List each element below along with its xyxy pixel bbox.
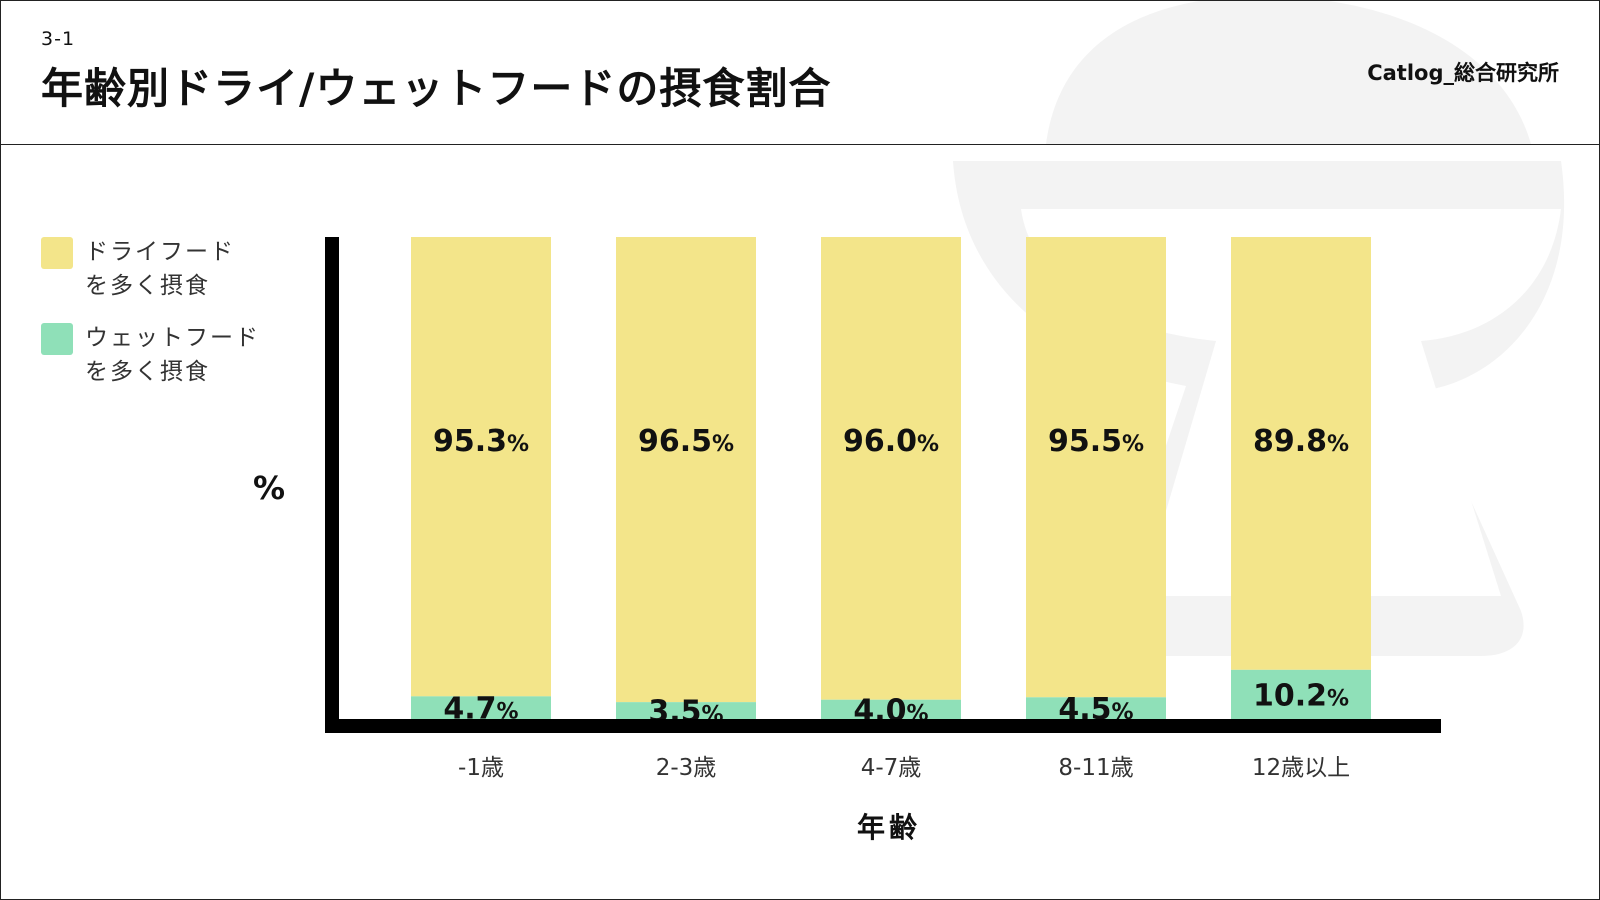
bar-dry-4 [1231, 237, 1371, 670]
x-tick-label-3: 8-11歳 [1058, 755, 1133, 781]
y-axis-line [325, 237, 339, 733]
bar-wet-1 [616, 702, 756, 719]
legend-label-wet: ウェットフード を多く摂食 [85, 325, 260, 385]
brand-logo: Catlog_総合研究所 [1367, 61, 1559, 85]
data-label-dry-3: 95.5% [1048, 424, 1144, 459]
bar-wet-4 [1231, 669, 1371, 719]
bar-dry-2 [821, 237, 961, 700]
header: 3-1 年齢別ドライ/ウェットフードの摂食割合 Catlog_総合研究所 [1, 1, 1599, 145]
bar-wet-0 [411, 696, 551, 719]
data-label-dry-1: 96.5% [638, 424, 734, 459]
bar-wet-3 [1026, 697, 1166, 719]
bar-wet-2 [821, 699, 961, 719]
bar-dry-0 [411, 237, 551, 697]
legend-swatch-dry [41, 237, 73, 269]
x-axis-line [325, 719, 1441, 733]
x-tick-label-1: 2-3歳 [656, 755, 717, 781]
page-title: 年齢別ドライ/ウェットフードの摂食割合 [41, 64, 832, 113]
data-label-dry-0: 95.3% [433, 424, 529, 459]
data-label-dry-2: 96.0% [843, 424, 939, 459]
legend-label-dry: ドライフード を多く摂食 [85, 239, 235, 299]
x-tick-label-4: 12歳以上 [1252, 755, 1350, 781]
section-number: 3-1 [41, 28, 76, 50]
x-axis-label: 年齢 [857, 811, 921, 844]
data-label-dry-4: 89.8% [1253, 424, 1349, 459]
data-label-wet-4: 10.2% [1253, 678, 1349, 713]
y-axis-label: % [253, 469, 285, 507]
x-tick-label-0: -1歳 [458, 755, 504, 781]
bar-dry-3 [1026, 237, 1166, 698]
legend-swatch-wet [41, 323, 73, 355]
bar-dry-1 [616, 237, 756, 703]
x-tick-label-2: 4-7歳 [861, 755, 922, 781]
